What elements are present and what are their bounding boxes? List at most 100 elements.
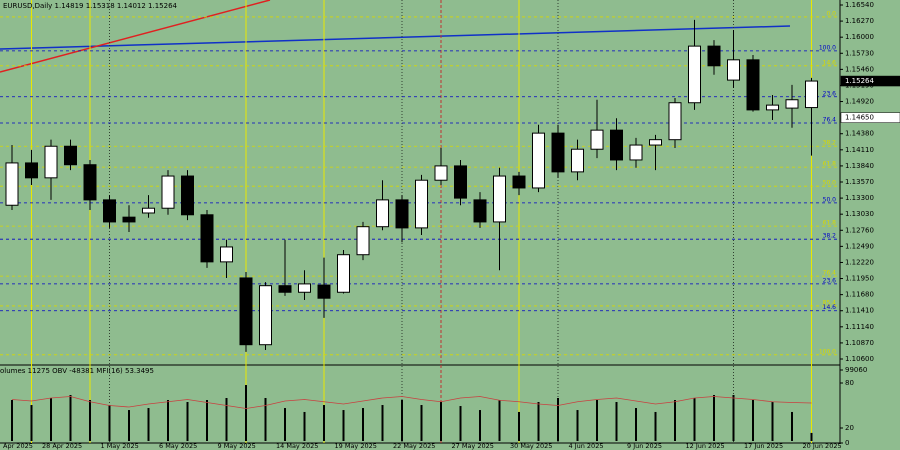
fib-label: 50.0: [823, 196, 837, 203]
y-tick-label: 1.13030: [845, 210, 874, 218]
fib-label: 23.6: [823, 277, 837, 284]
x-tick-label: 6 May 2025: [159, 442, 197, 450]
candle-body: [454, 165, 467, 199]
trend-line: [0, 0, 271, 73]
y-tick-label: 1.14110: [845, 146, 874, 154]
trend-line: [0, 25, 791, 50]
y-tick-label: 1.14380: [845, 130, 874, 138]
candle-body: [161, 175, 175, 209]
candle-body: [103, 199, 116, 223]
x-tick-label: 20 Jun 2025: [803, 442, 842, 450]
fib-label: 38.2: [823, 233, 837, 240]
y-tick-label: 1.10600: [845, 355, 874, 363]
chart-title: EURUSD,Daily 1.14819 1.15318 1.14012 1.1…: [3, 2, 178, 10]
candle-body: [298, 283, 311, 293]
candle-body: [766, 104, 779, 111]
mfi-line: [11, 396, 812, 409]
candle-body: [337, 254, 350, 293]
candle-body: [493, 175, 506, 223]
y-tick-label: 1.16540: [845, 1, 874, 9]
y-tick-label: 1.11680: [845, 291, 874, 299]
y-tick-label: 1.11950: [845, 275, 874, 283]
x-tick-label: 22 May 2025: [393, 442, 435, 450]
x-tick-label: 28 Apr 2025: [42, 442, 82, 450]
candle-body: [142, 207, 155, 214]
price-marker-label: 1.15264: [845, 77, 874, 85]
x-tick-label: 14 May 2025: [276, 442, 318, 450]
y-tick-label: 1.15730: [845, 49, 874, 57]
fib-label: 100.0: [819, 44, 836, 51]
candle-body: [239, 277, 253, 346]
y-tick-label: 1.11140: [845, 323, 874, 331]
y2-tick-label: 20: [845, 424, 854, 432]
fib-label: 0.0: [826, 10, 836, 17]
candle-body: [610, 129, 623, 161]
candle-body: [688, 45, 701, 104]
x-tick-label: 27 May 2025: [452, 442, 494, 450]
candle-body: [220, 246, 233, 263]
price-marker-label: 1.14650: [845, 114, 874, 122]
y-tick-label: 1.14920: [845, 98, 874, 106]
x-tick-label: 30 May 2025: [510, 442, 552, 450]
candle-body: [83, 164, 97, 201]
fib-label: 23.6: [823, 90, 837, 97]
candle-body: [512, 175, 526, 189]
price-marker: [840, 75, 900, 87]
fib-label: 76.4: [823, 117, 837, 124]
candle-body: [64, 145, 77, 166]
price-marker: [840, 112, 900, 123]
candle-body: [278, 285, 292, 293]
candle-body: [200, 214, 214, 263]
candle-body: [668, 102, 682, 141]
y-tick-label: 1.16000: [845, 33, 874, 41]
x-tick-label: 9 Jun 2025: [627, 442, 662, 450]
fib-label: 50.0: [823, 180, 837, 187]
candle-body: [707, 45, 721, 67]
candle-body: [181, 175, 194, 216]
candle-body: [746, 59, 760, 111]
y-tick-label: 1.12220: [845, 258, 874, 266]
y-tick-label: 1.13840: [845, 162, 874, 170]
fib-label: 38.2: [823, 140, 837, 147]
candle-body: [376, 199, 389, 228]
y2-tick-label: 0: [845, 439, 849, 447]
fib-label: 85.4: [823, 299, 837, 306]
fib-label: 61.8: [823, 220, 837, 227]
candle-body: [532, 132, 545, 189]
candle-body: [415, 179, 428, 229]
fib-label: 76.4: [823, 270, 837, 277]
y-tick-label: 99060: [845, 366, 867, 374]
fib-label: 14.6: [823, 304, 837, 311]
fib-label: 14.6: [823, 59, 837, 66]
candle-body: [473, 199, 487, 223]
candle-body: [785, 99, 799, 109]
y-tick-label: 1.12490: [845, 242, 874, 250]
candle-body: [25, 162, 38, 179]
candle-body: [44, 145, 58, 179]
candle-body: [434, 165, 448, 181]
candle-body: [649, 139, 662, 146]
x-tick-label: 19 May 2025: [335, 442, 377, 450]
fib-label: 61.8: [823, 161, 837, 168]
y-tick-label: 1.13300: [845, 194, 874, 202]
candle-body: [395, 199, 409, 229]
candle-body: [122, 216, 136, 223]
candle-body: [571, 148, 584, 173]
candle-body: [317, 284, 331, 299]
candle-body: [5, 162, 19, 206]
x-tick-label: Apr 2025: [3, 442, 33, 450]
candle-body: [356, 226, 370, 256]
y-tick-label: 1.13570: [845, 178, 874, 186]
y-tick-label: 1.10870: [845, 339, 874, 347]
y2-tick-label: 80: [845, 379, 854, 387]
x-tick-label: 9 May 2025: [218, 442, 256, 450]
x-tick-label: 4 Jun 2025: [569, 442, 604, 450]
candle-body: [590, 129, 604, 150]
indicator-title: olumes 11275 OBV -48381 MFI(16) 53.3495: [0, 367, 154, 375]
candle-body: [259, 285, 272, 346]
candle-body: [629, 144, 643, 161]
y-tick-label: 1.12760: [845, 226, 874, 234]
x-tick-label: 17 Jun 2025: [744, 442, 783, 450]
